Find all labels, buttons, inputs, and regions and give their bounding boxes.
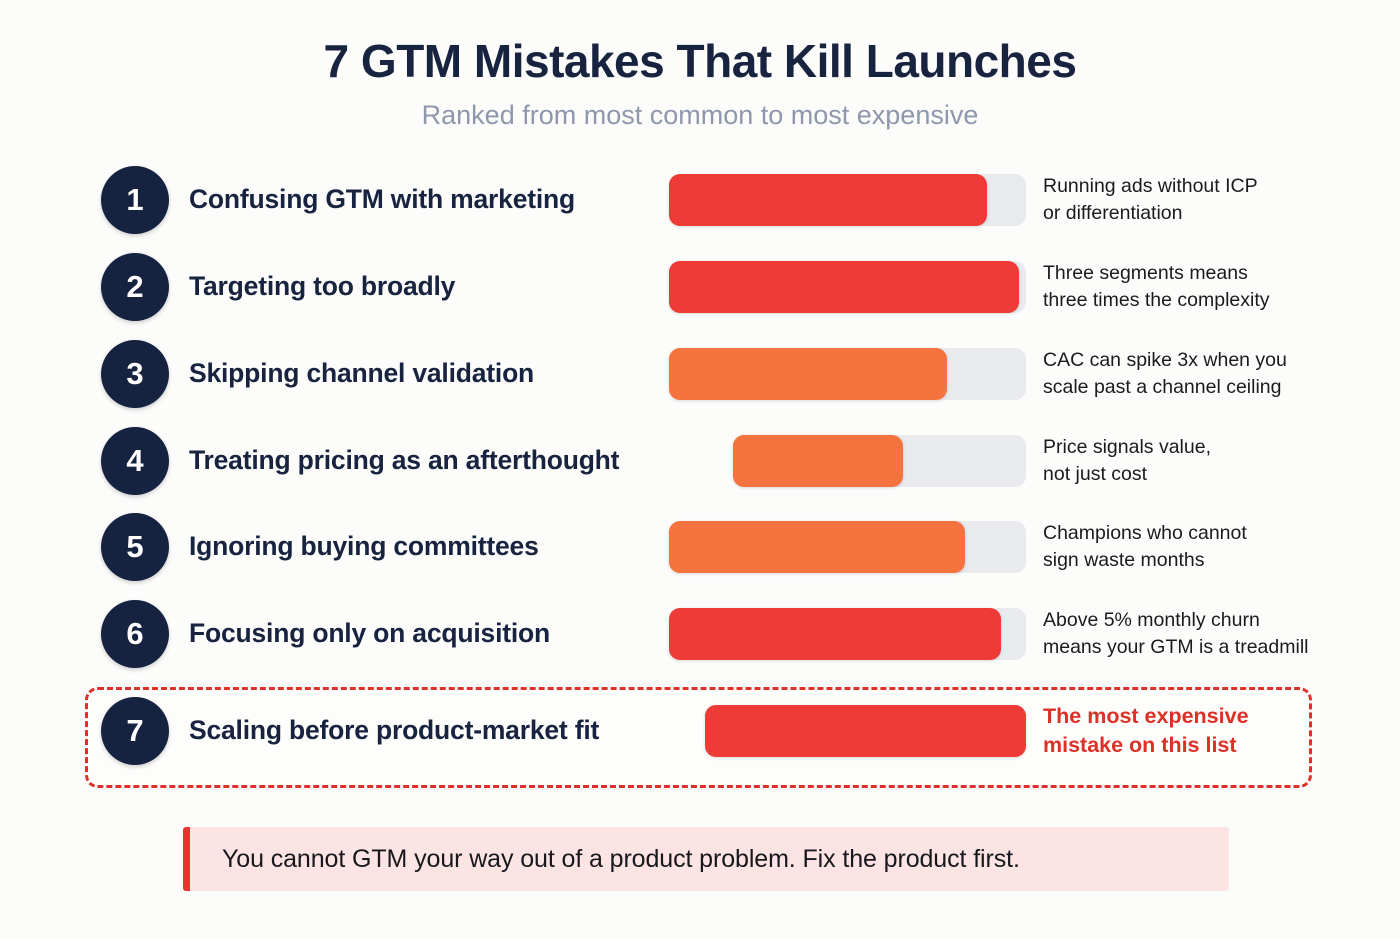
severity-bar-track [733,434,1026,487]
mistake-row: 4 Treating pricing as an afterthought Pric… [0,417,1400,504]
mistake-row: 3 Skipping channel validation CAC can spik… [0,330,1400,417]
rank-badge: 1 [101,165,169,234]
severity-bar-fill [669,260,1019,313]
severity-bar-fill [705,704,1026,757]
mistake-label: Confusing GTM with marketing [189,184,575,215]
severity-bar-track [669,607,1026,660]
mistake-label: Focusing only on acquisition [189,618,550,649]
severity-bar-fill [669,347,948,400]
page-subtitle: Ranked from most common to most expensiv… [421,99,979,130]
mistake-label: Scaling before product-market fit [189,715,600,746]
mistake-row: 7 Scaling before product-market fit The mo… [0,687,1400,774]
mistake-note-emphasis: The most expensive mistake on this list [1043,704,1249,757]
mistake-row: 6 Focusing only on acquisition Above 5% mo… [0,590,1400,677]
severity-bar-track [669,260,1026,313]
mistake-note: Price signals value, not just cost [1043,435,1211,485]
rank-badge: 6 [101,599,169,668]
mistake-label: Treating pricing as an afterthought [189,445,620,476]
mistake-label: Targeting too broadly [189,271,456,302]
rank-badge: 3 [101,339,169,408]
mistake-note: Three segments means three times the com… [1043,261,1270,311]
rank-badge: 4 [101,426,169,495]
closing-quote-text: You cannot GTM your way out of a product… [222,844,1020,873]
severity-bar-track [669,173,1026,226]
rank-badge: 2 [101,252,169,321]
severity-bar-fill [669,607,1001,660]
mistake-row: 1 Confusing GTM with marketing Running ads… [0,156,1400,243]
severity-bar-track [705,704,1026,757]
mistake-row: 2 Targeting too broadly Three segments mea… [0,243,1400,330]
severity-bar-track [669,520,1026,573]
mistake-note: CAC can spike 3x when you scale past a c… [1043,348,1287,398]
rank-badge: 5 [101,512,169,581]
mistake-note: Running ads without ICP or differentiati… [1043,174,1258,224]
closing-quote-callout: You cannot GTM your way out of a product… [183,827,1229,891]
header: 7 GTM Mistakes That Kill Launches Ranked… [0,0,1400,130]
mistake-label: Ignoring buying committees [189,531,539,562]
severity-bar-fill [669,520,966,573]
rank-badge: 7 [101,696,169,765]
severity-bar-track [669,347,1026,400]
page-title: 7 GTM Mistakes That Kill Launches [323,35,1077,87]
mistake-row: 5 Ignoring buying committees Champions who… [0,503,1400,590]
mistake-note: Above 5% monthly churn means your GTM is… [1043,608,1309,658]
mistake-note: Champions who cannot sign waste months [1043,521,1247,571]
mistake-label: Skipping channel validation [189,358,535,389]
most-expensive-highlight-box [85,687,1312,788]
severity-bar-fill [669,173,987,226]
severity-bar-fill [733,434,903,487]
